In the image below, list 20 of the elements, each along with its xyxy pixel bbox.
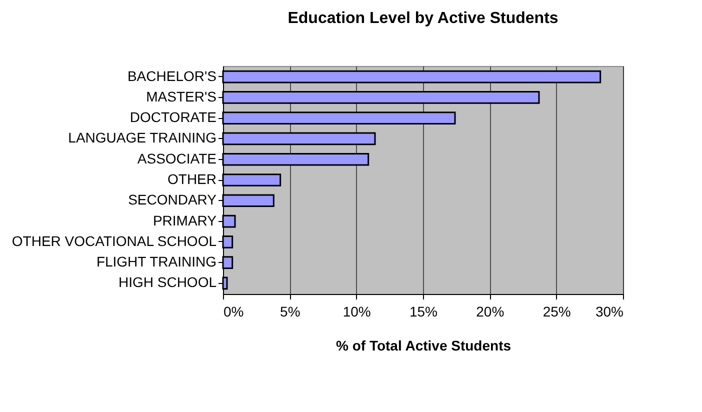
x-tick-label: 5% xyxy=(280,304,300,320)
x-tick-label: 20% xyxy=(476,304,504,320)
x-tick-label: 0% xyxy=(224,304,244,320)
x-tick-label: 15% xyxy=(409,304,438,320)
y-tick-label: DOCTORATE xyxy=(130,109,216,126)
x-tick-label: 25% xyxy=(542,304,571,320)
x-tick-label: 30% xyxy=(595,304,624,320)
y-tick-label: SECONDARY xyxy=(128,192,218,208)
chart-title: Education Level by Active Students xyxy=(288,10,558,27)
y-tick-label: OTHER VOCATIONAL SCHOOL xyxy=(12,232,217,249)
y-tick-label: FLIGHT TRAINING xyxy=(96,254,216,270)
y-tick-label: BACHELOR'S xyxy=(127,68,216,84)
y-tick-label: ASSOCIATE xyxy=(137,150,216,166)
y-tick-label: HIGH SCHOOL xyxy=(118,274,217,290)
y-tick-label: LANGUAGE TRAINING xyxy=(68,130,216,146)
x-axis-title: % of Total Active Students xyxy=(336,338,512,354)
y-tick-label: OTHER xyxy=(168,171,216,187)
x-tick-label: 10% xyxy=(342,304,371,320)
y-tick-label: PRIMARY xyxy=(152,212,218,228)
y-tick-label: MASTER'S xyxy=(146,88,216,104)
